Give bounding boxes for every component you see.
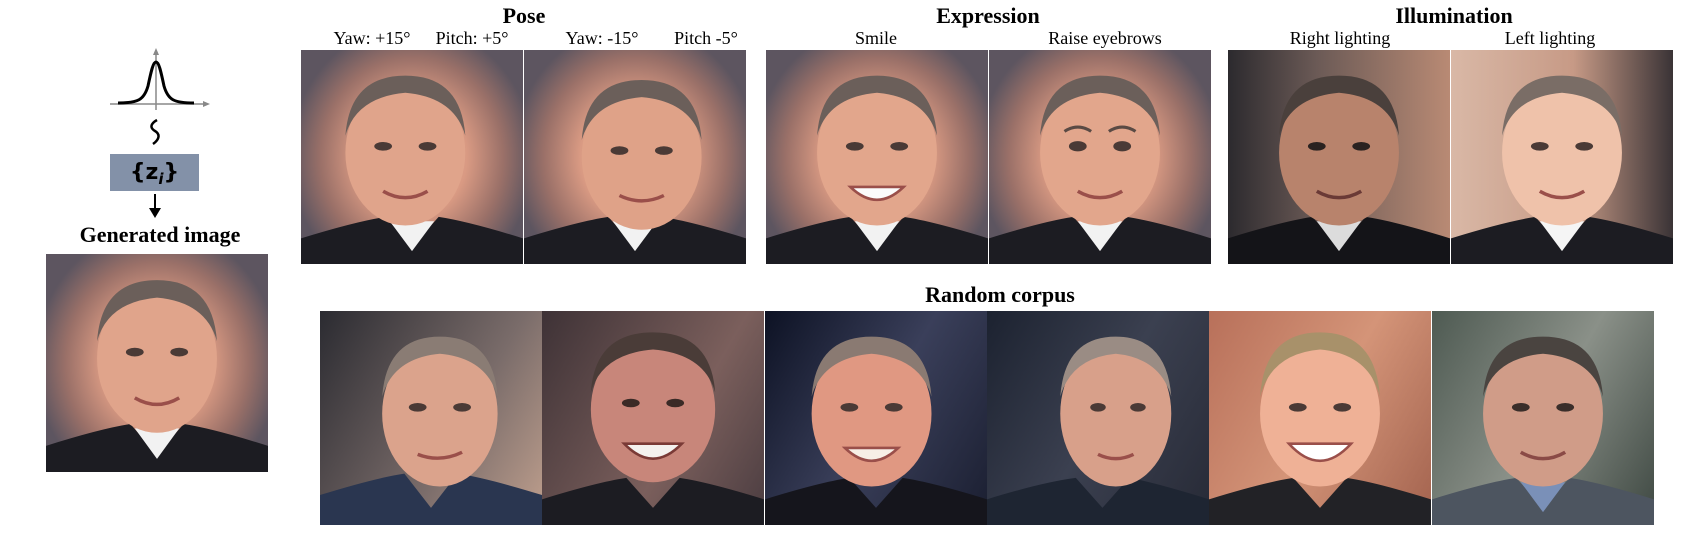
illumination-title: Illumination [1395,3,1513,28]
expression-title: Expression [936,3,1040,28]
expression-caption-eyebrows: Raise eyebrows [1048,28,1162,48]
random-face-3 [765,311,987,525]
gaussian-prior-icon [110,48,210,110]
pose-caption-pitch-pos: Pitch: +5° [435,28,509,48]
illumination-caption-right: Right lighting [1289,28,1391,48]
pose-face-yaw-pos-pitch-pos [301,50,523,264]
generated-face-image [46,254,268,472]
expression-face-smile [766,50,988,264]
pose-caption-pitch-neg: Pitch -5° [674,28,738,48]
latent-code-box: {z i} [110,154,199,191]
pose-caption-yaw-neg: Yaw: -15° [565,28,639,48]
generated-image-label: Generated image [79,222,241,247]
random-corpus-title: Random corpus [925,282,1075,307]
pose-title: Pose [502,3,546,28]
arrow-down-icon [149,194,161,218]
pose-caption-yaw-pos: Yaw: +15° [333,28,411,48]
expression-caption-smile: Smile [854,28,897,48]
random-face-5 [1209,311,1431,525]
sampling-tilde-icon [150,118,160,146]
pose-face-yaw-neg-pitch-neg [524,50,746,264]
random-face-1 [320,311,542,525]
random-face-4 [987,311,1209,525]
random-face-2 [542,311,764,525]
expression-face-raise-eyebrows [989,50,1211,264]
illumination-caption-left: Left lighting [1504,28,1596,48]
random-face-6 [1432,311,1654,525]
illumination-face-right [1228,50,1450,264]
illumination-face-left [1451,50,1673,264]
